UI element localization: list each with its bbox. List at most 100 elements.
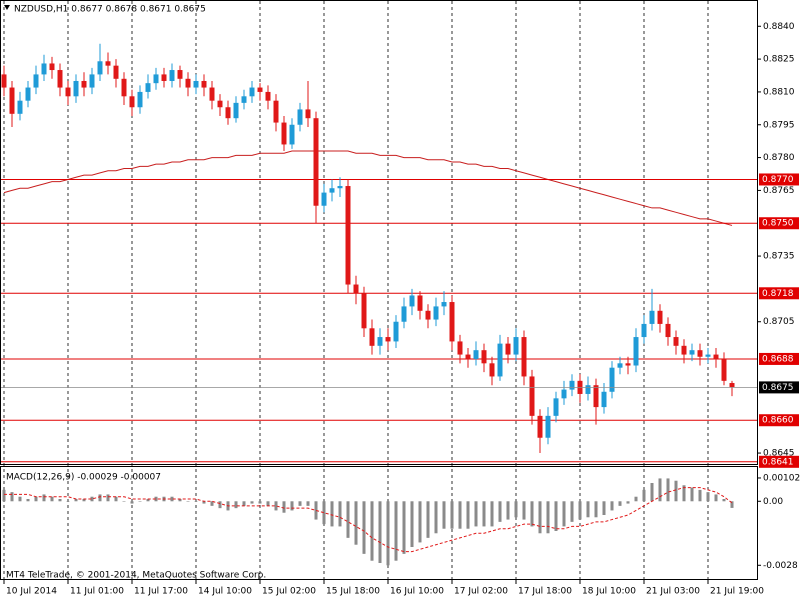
macd-bar (434, 501, 438, 534)
macd-bar (426, 501, 430, 538)
candle-body (649, 310, 655, 324)
y-tick-label: 0.00 (763, 497, 783, 507)
time-label: 17 Jul 02:00 (454, 587, 508, 597)
macd-bar (194, 501, 198, 502)
candle-body (161, 74, 167, 81)
candle-body (721, 358, 727, 381)
macd-bar (522, 501, 526, 520)
macd-bar (170, 496, 174, 502)
macd-bar (482, 501, 486, 527)
macd-bar (594, 501, 598, 518)
macd-bar (34, 496, 38, 502)
candle-body (305, 109, 311, 119)
candle-body (337, 186, 343, 189)
candle-body (689, 350, 695, 355)
time-label: 11 Jul 01:00 (70, 587, 124, 597)
candle-body (209, 87, 215, 101)
macd-bar (466, 501, 470, 529)
macd-bar (554, 501, 558, 531)
time-label: 16 Jul 10:00 (390, 587, 444, 597)
y-tick-label: 0.8795 (763, 120, 795, 130)
candle-body (9, 87, 15, 114)
candle-body (385, 337, 391, 342)
macd-bar (234, 501, 238, 509)
candle-body (217, 100, 223, 108)
macd-bar (578, 501, 582, 520)
candle-body (345, 186, 351, 285)
macd-bar (394, 501, 398, 561)
y-tick-label: 0.8645 (763, 449, 795, 459)
macd-bar (330, 501, 334, 527)
candle-body (233, 102, 239, 119)
macd-bar (538, 501, 542, 534)
macd-bar (626, 501, 630, 504)
macd-bar (106, 494, 110, 502)
macd-bar (602, 501, 606, 515)
candle-body (281, 122, 287, 145)
level-label: 0.8750 (762, 219, 794, 229)
macd-bar (690, 487, 694, 502)
macd-bar (586, 501, 590, 518)
macd-bar (402, 501, 406, 554)
last-price-box (759, 381, 799, 394)
level-label-box (759, 173, 799, 186)
level-label-box (759, 414, 799, 427)
macd-bar (42, 494, 46, 502)
macd-bar (362, 501, 366, 554)
time-label: 15 Jul 18:00 (326, 587, 380, 597)
level-label-box (759, 352, 799, 365)
candle-body (121, 78, 127, 97)
macd-bar (50, 496, 54, 502)
candle-body (433, 306, 439, 320)
candle-body (529, 376, 535, 416)
macd-bar (2, 489, 6, 502)
candle-body (273, 100, 279, 123)
macd-bar (58, 499, 62, 502)
candle-body (297, 109, 303, 125)
candle-body (473, 350, 479, 359)
candle-body (425, 310, 431, 320)
candle-body (625, 363, 631, 366)
macd-bar (290, 501, 294, 511)
macd-bar (10, 492, 14, 502)
macd-bar (178, 499, 182, 502)
candle-body (505, 343, 511, 355)
macd-bar (18, 496, 22, 502)
macd-bar (90, 496, 94, 502)
y-tick-label: 0.8810 (763, 87, 795, 97)
candle-body (705, 354, 711, 357)
macd-bar (82, 499, 86, 502)
candle-body (361, 293, 367, 329)
macd-bar (210, 501, 214, 506)
candle-body (489, 363, 495, 377)
candle-body (553, 398, 559, 416)
macd-bar (498, 501, 502, 522)
macd-bar (666, 478, 670, 502)
macd-bar (354, 501, 358, 545)
candle-body (265, 91, 271, 101)
macd-bar (418, 501, 422, 543)
macd-bar (674, 480, 678, 502)
time-label: 14 Jul 10:00 (198, 587, 252, 597)
candle-body (561, 389, 567, 399)
candle-body (33, 74, 39, 88)
macd-bar (682, 485, 686, 502)
candle-body (225, 107, 231, 119)
candle-body (49, 63, 55, 71)
macd-bar (266, 501, 270, 506)
level-label-box (759, 217, 799, 230)
macd-bar (642, 489, 646, 502)
macd-bar (282, 501, 286, 513)
candle-body (201, 80, 207, 88)
candle-body (441, 302, 447, 307)
candle-body (145, 83, 151, 92)
macd-bar (386, 501, 390, 566)
macd-bar (658, 478, 662, 502)
chart-title: NZDUSD,H1 0.8677 0.8678 0.8671 0.8675 (14, 5, 206, 15)
candle-body (449, 302, 455, 342)
macd-bar (138, 501, 142, 502)
macd-bar (378, 501, 382, 563)
y-tick-label: -0.0028 (763, 561, 798, 571)
candle-body (249, 87, 255, 97)
signal-line (4, 487, 733, 553)
